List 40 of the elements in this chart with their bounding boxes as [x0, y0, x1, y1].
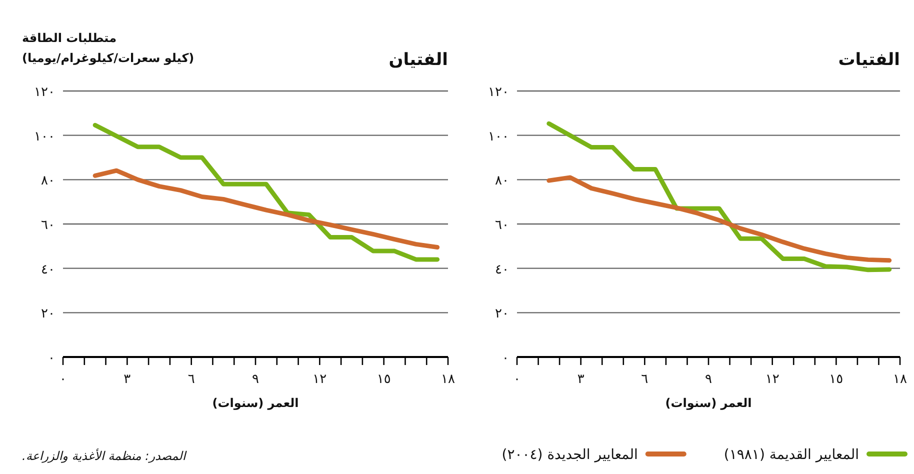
line-series [546, 175, 892, 263]
line-series [92, 168, 440, 250]
x-tick-label: ٣ [577, 372, 584, 387]
x-tick-label: ١٥ [376, 372, 391, 387]
legend-label: المعايير القديمة (١٩٨١) [724, 447, 859, 463]
chart-title: الفتيان [388, 50, 448, 70]
y-tick-label: ٨٠ [41, 174, 55, 189]
x-tick-label: ٠ [514, 372, 520, 387]
y-tick-label: ١٢٠ [488, 85, 509, 100]
x-tick-label: ٩ [705, 372, 712, 387]
x-axis-title: العمر (سنوات) [665, 396, 752, 410]
x-tick-label: ٦ [188, 372, 195, 387]
x-tick-label: ١٥ [829, 372, 844, 387]
y-axis-title: متطلبات الطاقة (كيلو سعرات/كيلوغرام/يوميا) [22, 31, 194, 65]
x-tick-label: ٦ [641, 372, 648, 387]
y-tick-label: ٠ [502, 351, 509, 366]
text: المصدر: منظمة الأغذية والزراعة. [22, 448, 188, 463]
y-tick-label: ١٠٠ [34, 129, 55, 144]
y-tick-label: ٤٠ [41, 262, 55, 278]
line-series [546, 121, 892, 272]
legend-label: المعايير الجديدة (٢٠٠٤) [502, 447, 638, 463]
x-tick-label: ١٨ [441, 372, 455, 387]
chart-title: الفتيات [838, 50, 900, 70]
x-tick-label: ٣ [124, 372, 131, 387]
y-tick-label: ١٠٠ [488, 129, 509, 144]
line-series [92, 122, 440, 262]
x-tick-label: ١٨ [893, 372, 907, 387]
x-tick-label: ٠ [60, 372, 66, 387]
y-tick-label: ٢٠ [495, 306, 509, 322]
x-tick-label: ١٢ [312, 372, 327, 387]
y-tick-label: ٨٠ [495, 174, 509, 189]
y-tick-label: ٦٠ [495, 218, 509, 233]
x-axis-title: العمر (سنوات) [212, 396, 299, 410]
y-tick-label: ٦٠ [41, 218, 55, 233]
y-tick-label: ٠ [48, 351, 55, 366]
y-tick-label: ٢٠ [41, 306, 55, 322]
x-tick-label: ٩ [252, 372, 260, 387]
y-tick-label: ٤٠ [495, 262, 509, 278]
x-tick-label: ١٢ [765, 372, 780, 387]
y-tick-label: ١٢٠ [34, 85, 55, 100]
